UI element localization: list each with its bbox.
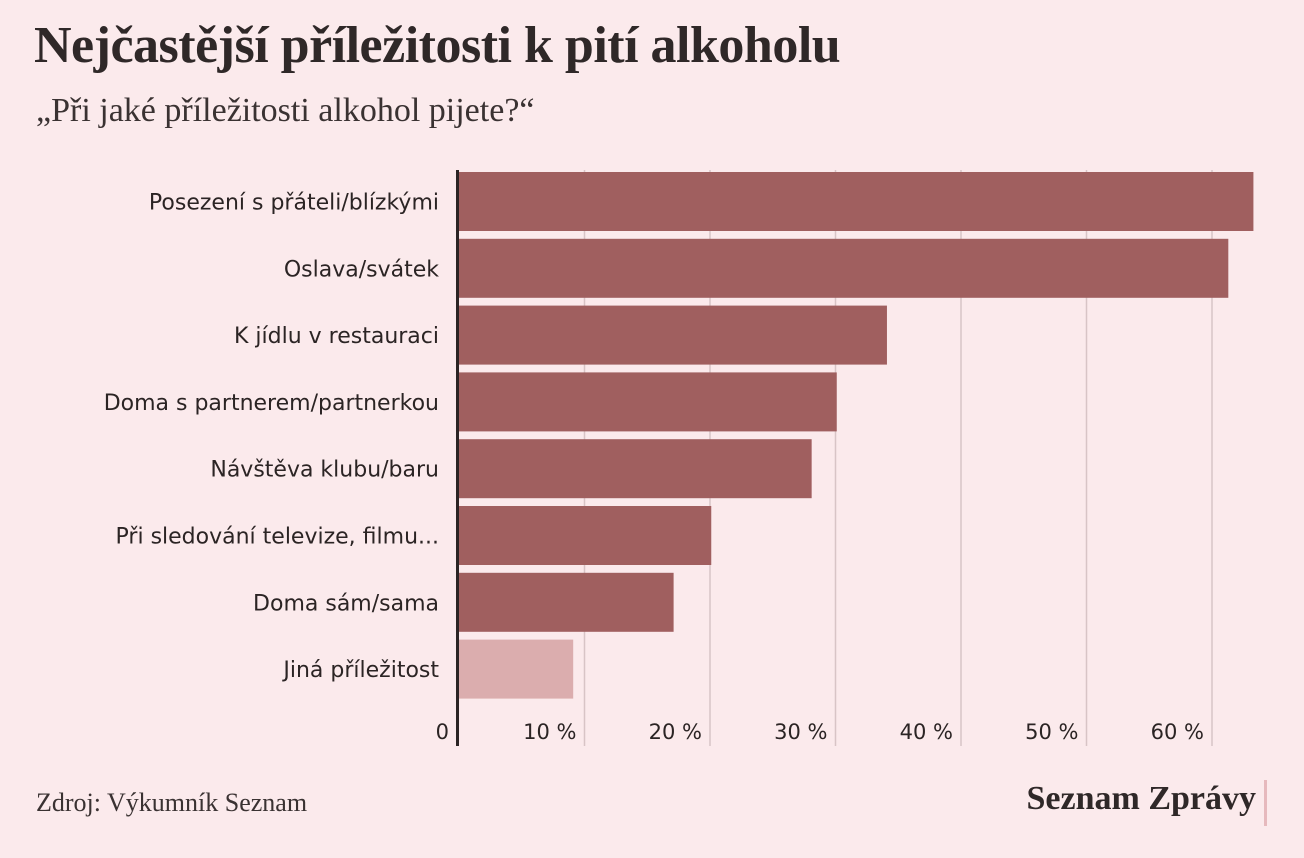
bar: [459, 572, 674, 632]
bar: [459, 172, 1254, 231]
brand-logo: Seznam Zprávy: [1026, 780, 1257, 817]
x-tick-label: 20 %: [649, 720, 702, 744]
source-note: Zdroj: Výkumník Seznam: [36, 788, 308, 817]
bar: [459, 639, 574, 699]
x-tick-label: 10 %: [523, 720, 576, 744]
category-label: Posezení s přáteli/blízkými: [149, 191, 439, 216]
bar: [459, 439, 812, 499]
chart-subtitle: „Při jaké příležitosti alkohol pijete?“: [36, 92, 535, 129]
x-tick-label: 30 %: [774, 720, 827, 744]
category-label: Doma sám/sama: [253, 591, 439, 616]
chart-title: Nejčastější příležitosti k pití alkoholu: [34, 17, 841, 74]
x-tick-label: 60 %: [1151, 720, 1204, 744]
category-label: Doma s partnerem/partnerkou: [104, 391, 439, 416]
category-label: Při sledování televize, filmu...: [116, 525, 439, 550]
category-label: Oslava/svátek: [284, 257, 439, 282]
bar-chart: Posezení s přáteli/blízkými Oslava/svátek…: [104, 170, 1254, 746]
category-label: Návštěva klubu/baru: [210, 458, 439, 483]
category-label: Jiná příležitost: [281, 658, 439, 683]
bar: [459, 372, 837, 432]
bar: [459, 305, 887, 365]
bar: [459, 238, 1229, 298]
x-tick-label: 40 %: [900, 720, 953, 744]
x-tick-label: 50 %: [1025, 720, 1078, 744]
bar: [459, 506, 712, 565]
category-label: K jídlu v restauraci: [234, 324, 439, 349]
brand-accent-bar: [1264, 780, 1267, 826]
x-tick-label: 0: [436, 720, 449, 744]
